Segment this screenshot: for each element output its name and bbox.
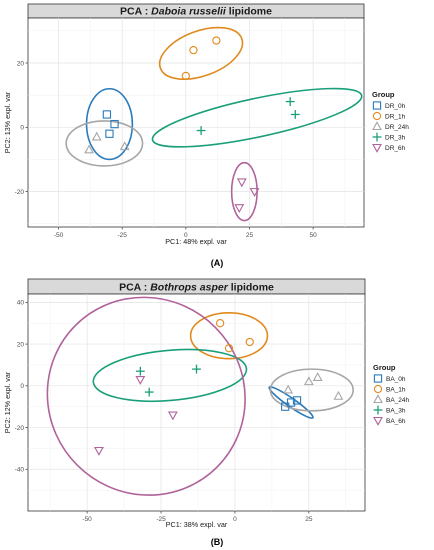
point-BA_3h bbox=[144, 387, 154, 397]
legend-marker-DR_3h bbox=[372, 132, 382, 142]
legend-marker-DR_24h bbox=[372, 121, 382, 131]
legend: Group BA_0h BA_1h BA_24h BA_3h BA_6h bbox=[373, 363, 410, 426]
legend-marker-BA_0h bbox=[373, 374, 383, 383]
ellipse-BA_1h bbox=[189, 311, 269, 360]
ellipse-BA_3h bbox=[92, 348, 248, 403]
chart-title: PCA : Bothrops asper lipidome bbox=[119, 282, 274, 294]
point-BA_6h bbox=[135, 375, 146, 385]
point-BA_1h bbox=[224, 344, 234, 353]
legend-marker-BA_1h bbox=[373, 384, 383, 394]
x-tick-label: 25 bbox=[305, 516, 313, 523]
y-tick-label: 0 bbox=[20, 125, 24, 132]
x-axis-label: PC1: 38% expl. var bbox=[166, 520, 228, 529]
legend-entry-BA_24h: BA_24h bbox=[386, 397, 410, 404]
x-tick-label: -25 bbox=[117, 232, 127, 239]
point-BA_3h bbox=[192, 364, 201, 374]
point-DR_3h bbox=[285, 97, 295, 106]
x-tick-label: -50 bbox=[82, 516, 92, 523]
legend-entry-BA_3h: BA_3h bbox=[386, 408, 406, 415]
y-tick-label: -20 bbox=[15, 425, 25, 432]
panel-label: (B) bbox=[211, 537, 224, 547]
point-BA_0h bbox=[281, 402, 290, 411]
ellipse-DR_24h bbox=[65, 120, 144, 167]
point-BA_24h bbox=[283, 384, 294, 394]
ellipse-DR_3h bbox=[151, 87, 363, 148]
point-BA_24h bbox=[312, 372, 323, 382]
ellipse-BA_6h bbox=[46, 296, 246, 496]
legend-entry-BA_0h: BA_0h bbox=[386, 376, 406, 383]
title-suffix: lipidome bbox=[228, 282, 274, 294]
point-BA_1h bbox=[215, 319, 225, 328]
point-BA_3h bbox=[135, 366, 145, 376]
point-DR_1h bbox=[212, 36, 221, 45]
legend-entry-DR_1h: DR_1h bbox=[385, 114, 406, 121]
title-species: Daboia russelii bbox=[151, 6, 227, 18]
x-tick-label: 0 bbox=[233, 516, 237, 523]
y-tick-label: 20 bbox=[17, 341, 25, 348]
legend-entry-DR_24h: DR_24h bbox=[385, 124, 409, 131]
plot-area bbox=[27, 293, 366, 512]
legend-marker-BA_24h bbox=[373, 394, 383, 404]
point-DR_24h bbox=[119, 141, 130, 151]
x-axis-label: PC1: 48% expl. var bbox=[165, 237, 227, 246]
point-DR_6h bbox=[234, 204, 245, 214]
legend-entry-DR_6h: DR_6h bbox=[385, 145, 406, 152]
chart-title: PCA : Daboia russelii lipidome bbox=[120, 6, 272, 18]
ellipse-DR_1h bbox=[158, 26, 244, 80]
legend-marker-BA_3h bbox=[373, 405, 383, 415]
legend: Group DR_0h DR_1h DR_24h DR_3h DR_6h bbox=[372, 90, 409, 153]
point-DR_1h bbox=[181, 71, 190, 81]
chart-panel-1: PCA : Bothrops asper lipidome -50 -25 0 25 -4… bbox=[3, 278, 410, 547]
panel-label: (A) bbox=[211, 258, 224, 268]
legend-marker-DR_6h bbox=[372, 143, 382, 153]
legend-title: Group bbox=[372, 90, 395, 99]
legend-marker-BA_6h bbox=[373, 416, 383, 426]
y-tick-label: -40 bbox=[15, 467, 25, 474]
legend-entry-DR_3h: DR_3h bbox=[385, 135, 406, 142]
point-DR_6h bbox=[249, 188, 260, 197]
title-prefix: PCA : bbox=[120, 6, 151, 18]
y-tick-label: 20 bbox=[17, 60, 25, 67]
y-tick-label: 0 bbox=[20, 383, 24, 390]
legend-entry-BA_6h: BA_6h bbox=[386, 418, 406, 425]
legend-marker-DR_1h bbox=[372, 111, 382, 121]
y-axis-label: PC2: 13% expl. var bbox=[3, 91, 12, 153]
point-DR_24h bbox=[84, 144, 95, 154]
title-suffix: lipidome bbox=[226, 6, 272, 18]
point-BA_6h bbox=[167, 411, 178, 421]
y-tick-label: -20 bbox=[15, 189, 25, 196]
y-tick-label: 40 bbox=[17, 300, 25, 307]
title-species: Bothrops asper bbox=[150, 282, 229, 294]
point-DR_0h bbox=[105, 129, 114, 138]
x-tick-label: 25 bbox=[246, 232, 254, 239]
legend-marker-DR_0h bbox=[372, 101, 382, 110]
point-DR_1h bbox=[189, 46, 198, 55]
point-DR_0h bbox=[110, 119, 119, 129]
point-DR_3h bbox=[196, 126, 206, 135]
x-tick-label: 50 bbox=[309, 232, 317, 239]
x-tick-label: -25 bbox=[156, 516, 166, 523]
point-BA_0h bbox=[286, 398, 296, 407]
point-BA_0h bbox=[292, 396, 302, 405]
point-BA_6h bbox=[94, 446, 104, 456]
ellipse-BA_24h bbox=[269, 368, 354, 412]
point-DR_3h bbox=[290, 110, 300, 119]
point-BA_24h bbox=[303, 376, 314, 386]
chart-panel-0: PCA : Daboia russelii lipidome -50 -25 0 25 5… bbox=[3, 3, 409, 268]
point-DR_0h bbox=[102, 110, 112, 119]
y-axis-label: PC2: 12% expl. var bbox=[3, 371, 12, 433]
legend-entry-DR_0h: DR_0h bbox=[385, 103, 406, 110]
title-prefix: PCA : bbox=[119, 282, 150, 294]
x-tick-label: -50 bbox=[54, 232, 64, 239]
point-BA_24h bbox=[333, 390, 344, 400]
point-BA_1h bbox=[245, 337, 254, 347]
legend-title: Group bbox=[373, 363, 396, 372]
legend-entry-BA_1h: BA_1h bbox=[386, 387, 406, 394]
x-tick-label: 0 bbox=[184, 232, 188, 239]
point-DR_6h bbox=[236, 178, 247, 188]
point-DR_24h bbox=[91, 131, 102, 141]
